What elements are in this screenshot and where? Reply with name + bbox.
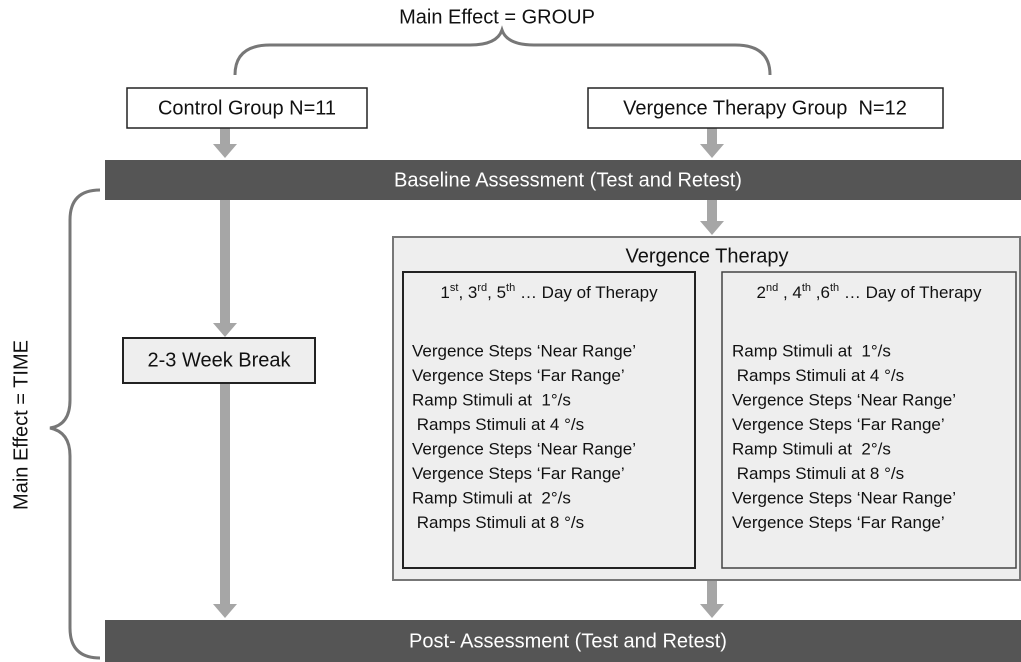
post-bar <box>105 620 1021 662</box>
heading-part: th <box>830 282 839 294</box>
heading-part: rd <box>477 282 487 294</box>
group-brace <box>233 25 772 76</box>
step-item: Ramps Stimuli at 8 °/s <box>412 513 584 532</box>
step-item: Vergence Steps ‘Near Range’ <box>412 439 636 458</box>
group-label: Vergence Therapy Group N=12 <box>623 97 907 119</box>
heading-part: , 3 <box>458 283 477 302</box>
break-label: 2-3 Week Break <box>147 349 291 371</box>
group-label: Control Group N=11 <box>158 97 336 119</box>
arrow <box>213 128 237 158</box>
step-item: Ramps Stimuli at 8 °/s <box>732 464 904 483</box>
heading-part: , 4 <box>778 283 802 302</box>
step-item: Ramp Stimuli at 2°/s <box>412 488 571 507</box>
step-item: Vergence Steps ‘Near Range’ <box>732 488 956 507</box>
arrow <box>700 128 724 158</box>
step-item: Vergence Steps ‘Far Range’ <box>732 513 945 532</box>
column-heading: 1st, 3rd, 5th … Day of Therapy <box>440 282 658 303</box>
group-box <box>126 87 368 129</box>
step-item: Ramp Stimuli at 1°/s <box>732 341 891 360</box>
group-box <box>587 87 944 129</box>
heading-part: th <box>802 282 811 294</box>
side-label: Main Effect = TIME <box>10 340 32 510</box>
heading-part: nd <box>766 282 778 294</box>
arrow <box>213 383 237 618</box>
heading-part: … Day of Therapy <box>839 283 982 302</box>
post-label: Post- Assessment (Test and Retest) <box>409 630 727 652</box>
step-item: Ramps Stimuli at 4 °/s <box>732 366 904 385</box>
step-item: Ramps Stimuli at 4 °/s <box>412 415 584 434</box>
step-item: Vergence Steps ‘Near Range’ <box>412 341 636 360</box>
baseline-label: Baseline Assessment (Test and Retest) <box>394 169 742 191</box>
step-item: Ramp Stimuli at 1°/s <box>412 390 571 409</box>
step-item: Vergence Steps ‘Far Range’ <box>732 415 945 434</box>
heading-part: th <box>506 282 515 294</box>
heading-part: 1 <box>440 283 449 302</box>
heading-part: ,6 <box>811 283 830 302</box>
step-item: Vergence Steps ‘Far Range’ <box>412 464 625 483</box>
break-box <box>122 337 316 384</box>
time-brace <box>49 188 101 660</box>
heading-part: , 5 <box>487 283 506 302</box>
baseline-bar <box>105 160 1021 200</box>
arrows <box>213 128 724 618</box>
column-box <box>402 271 696 569</box>
arrow <box>700 580 724 618</box>
step-item: Ramp Stimuli at 2°/s <box>732 439 891 458</box>
column-box <box>721 271 1017 569</box>
heading-part: … Day of Therapy <box>515 283 658 302</box>
step-item: Vergence Steps ‘Near Range’ <box>732 390 956 409</box>
arrow <box>213 200 237 337</box>
arrow <box>700 200 724 235</box>
therapy-title: Vergence Therapy <box>625 245 788 267</box>
top-label: Main Effect = GROUP <box>399 6 595 28</box>
column-heading: 2nd , 4th ,6th … Day of Therapy <box>757 282 982 303</box>
heading-part: st <box>450 282 459 294</box>
step-item: Vergence Steps ‘Far Range’ <box>412 366 625 385</box>
heading-part: 2 <box>757 283 766 302</box>
